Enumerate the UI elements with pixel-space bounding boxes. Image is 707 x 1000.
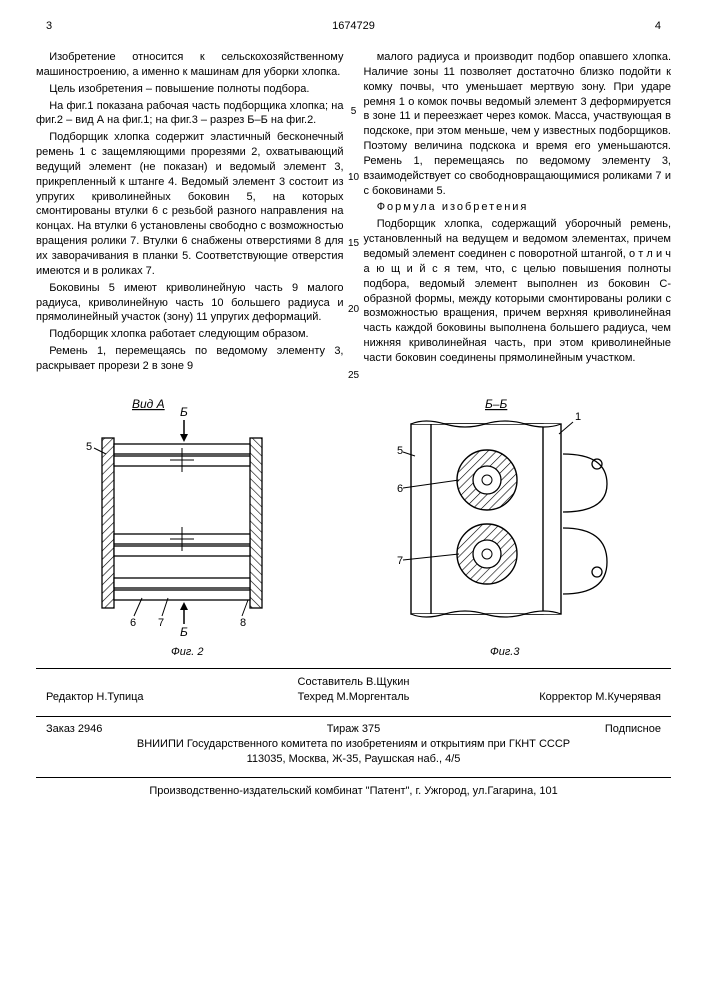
section-mark-bottom: Б	[180, 625, 188, 639]
page-header: 3 1674729 4	[36, 20, 671, 32]
figures-row: Вид А Б	[36, 394, 671, 658]
formula-title: Формула изобретения	[364, 200, 672, 215]
callout-7: 7	[397, 555, 403, 567]
figure-2-svg: Вид А Б	[72, 394, 302, 644]
org-line-1: ВНИИПИ Государственного комитета по изоб…	[36, 737, 671, 752]
order-number: Заказ 2946	[46, 723, 251, 735]
callout-6: 6	[397, 483, 403, 495]
compiler: Составитель В.Щукин	[36, 675, 671, 690]
corrector: Корректор М.Кучерявая	[456, 690, 661, 705]
paragraph: Подборщик хлопка, содержащий уборочный р…	[364, 217, 672, 365]
line-number: 10	[348, 172, 359, 183]
paragraph: Боковины 5 имеют криволинейную часть 9 м…	[36, 281, 344, 326]
callout-8: 8	[240, 617, 246, 629]
figure-3: Б–Б	[375, 394, 635, 658]
separator	[36, 668, 671, 669]
figure-3-caption: Фиг.3	[375, 646, 635, 658]
paragraph: На фиг.1 показана рабочая часть подборщи…	[36, 99, 344, 129]
page-num-right: 4	[655, 20, 661, 32]
callout-6: 6	[130, 617, 136, 629]
callout-5: 5	[86, 441, 92, 453]
techred: Техред М.Моргенталь	[251, 690, 456, 705]
tirazh: Тираж 375	[251, 723, 456, 735]
separator	[36, 777, 671, 778]
org-addr: 113035, Москва, Ж-35, Раушская наб., 4/5	[36, 752, 671, 767]
line-number: 25	[348, 370, 359, 381]
subscription: Подписное	[456, 723, 661, 735]
paragraph: Подборщик хлопка содержит эластичный бес…	[36, 130, 344, 278]
page-num-left: 3	[46, 20, 52, 32]
org-line-2: Производственно-издательский комбинат "П…	[36, 784, 671, 799]
paragraph: Цель изобретения – повышение полноты под…	[36, 82, 344, 97]
text-columns: 5 10 15 20 25 Изобретение относится к се…	[36, 50, 671, 376]
document-number: 1674729	[332, 20, 375, 32]
paragraph: Подборщик хлопка работает следующим обра…	[36, 327, 344, 342]
line-number: 5	[351, 106, 357, 117]
editor: Редактор Н.Тупица	[46, 690, 251, 705]
callout-7: 7	[158, 617, 164, 629]
right-column: малого радиуса и производит подбор опавш…	[364, 50, 672, 376]
view-label: Вид А	[132, 397, 165, 411]
separator	[36, 716, 671, 717]
line-number: 15	[348, 238, 359, 249]
section-label: Б–Б	[485, 397, 507, 411]
paragraph: малого радиуса и производит подбор опавш…	[364, 50, 672, 198]
figure-2: Вид А Б	[72, 394, 302, 658]
document-page: 3 1674729 4 5 10 15 20 25 Изобретение от…	[0, 0, 707, 1000]
paragraph: Ремень 1, перемещаясь по ведомому элемен…	[36, 344, 344, 374]
section-mark-top: Б	[180, 405, 188, 419]
figure-3-svg: Б–Б	[375, 394, 635, 644]
line-number: 20	[348, 304, 359, 315]
paragraph: Изобретение относится к сельскохозяйстве…	[36, 50, 344, 80]
callout-1: 1	[575, 411, 581, 423]
credits-block: Составитель В.Щукин Редактор Н.Тупица Те…	[36, 675, 671, 706]
callout-5: 5	[397, 445, 403, 457]
left-column: Изобретение относится к сельскохозяйстве…	[36, 50, 344, 376]
figure-2-caption: Фиг. 2	[72, 646, 302, 658]
